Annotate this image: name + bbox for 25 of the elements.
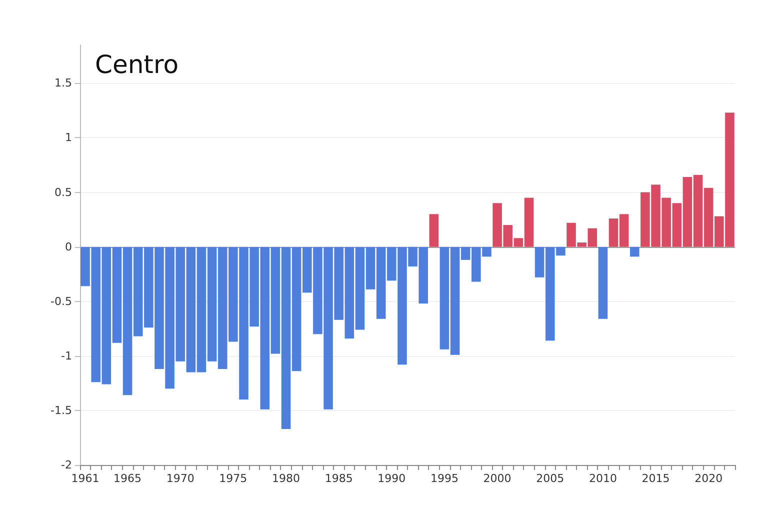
bar [429,214,439,247]
y-tick-label: -0.5 [50,294,72,308]
x-tick-label: 1995 [430,472,458,485]
y-tick-label: -1 [61,349,72,362]
x-tick-label: 2000 [483,472,512,485]
x-tick-label: 2015 [642,472,670,485]
y-tick-label: -2 [61,458,72,472]
bar [630,246,640,257]
x-tick-label: 2020 [694,472,723,485]
x-tick-label: 1970 [166,472,194,485]
y-tick-label: 0 [65,240,72,254]
x-tick-label: 1990 [378,472,406,485]
x-tick-label: 1961 [71,472,100,485]
x-tick-label: 1965 [114,472,142,485]
chart-title: Centro [95,50,179,79]
x-tick-label: 1985 [324,472,353,485]
x-tick-label: 2005 [536,472,564,485]
x-tick-label: 1975 [219,472,248,485]
bar [598,246,608,319]
x-tick-label: 1980 [272,472,300,485]
y-tick-label: 1 [65,131,72,144]
y-tick-label: 0.5 [54,186,72,199]
x-tick-label: 2010 [588,472,617,485]
y-tick-label: -1.5 [50,404,72,417]
y-tick-label: 1.5 [54,76,72,90]
